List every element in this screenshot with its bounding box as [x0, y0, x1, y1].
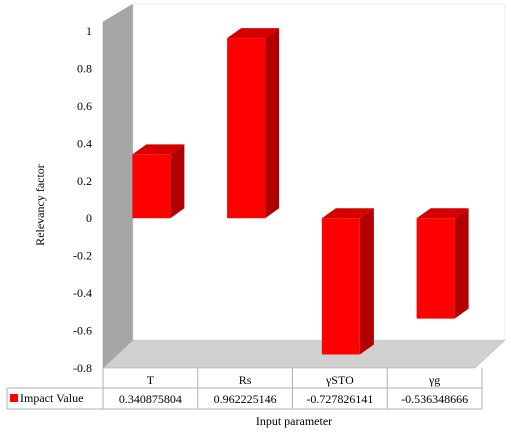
- category-label: γSTO: [325, 373, 354, 387]
- y-tick-label: 0.8: [77, 61, 92, 75]
- y-tick-label: 1: [86, 24, 92, 38]
- chart-side-wall: [102, 3, 134, 369]
- category-label: Rs: [239, 373, 252, 387]
- table-value: 0.962225146: [214, 392, 277, 406]
- bar-top: [416, 208, 469, 219]
- bar-side: [359, 208, 374, 355]
- y-axis-tick-labels: -0.8 -0.6 -0.4 -0.2 0 0.2 0.4 0.6 0.8 1: [73, 24, 92, 375]
- table-value: 0.340875804: [119, 392, 182, 406]
- legend-swatch: [10, 394, 18, 402]
- y-tick-label: -0.6: [73, 324, 92, 338]
- y-tick-label: 0.2: [77, 174, 92, 188]
- y-tick-label: -0.4: [73, 286, 92, 300]
- bar: [227, 38, 266, 219]
- bar: [132, 154, 171, 219]
- table-cells: T 0.340875804 Rs 0.962225146 γSTO -0.72782614…: [119, 368, 468, 409]
- y-tick-label: -0.2: [73, 249, 92, 263]
- y-tick-label: -0.8: [73, 361, 92, 375]
- category-label: T: [147, 373, 155, 387]
- table-value: -0.727826141: [306, 392, 373, 406]
- category-label: γg: [428, 373, 440, 387]
- bar-top: [227, 28, 280, 39]
- bar: [321, 218, 360, 355]
- chart-floor: [102, 339, 506, 369]
- table-value: -0.536348666: [401, 392, 468, 406]
- y-tick-label: 0.6: [77, 99, 92, 113]
- bar-side: [170, 144, 185, 219]
- bar-series: [132, 28, 469, 355]
- x-axis-title: Input parameter: [256, 414, 332, 428]
- y-tick-label: 0: [86, 211, 92, 225]
- bar-side: [454, 208, 469, 319]
- data-table: Impact Value T 0.340875804 Rs 0.962225146 γS…: [6, 368, 483, 410]
- bar-top: [132, 144, 185, 155]
- y-tick-label: 0.4: [77, 136, 92, 150]
- bar-top: [321, 208, 374, 219]
- legend-series-name: Impact Value: [20, 391, 83, 405]
- bar-side: [265, 28, 280, 219]
- y-axis-title: Relevancy factor: [33, 164, 47, 246]
- bar: [416, 218, 455, 319]
